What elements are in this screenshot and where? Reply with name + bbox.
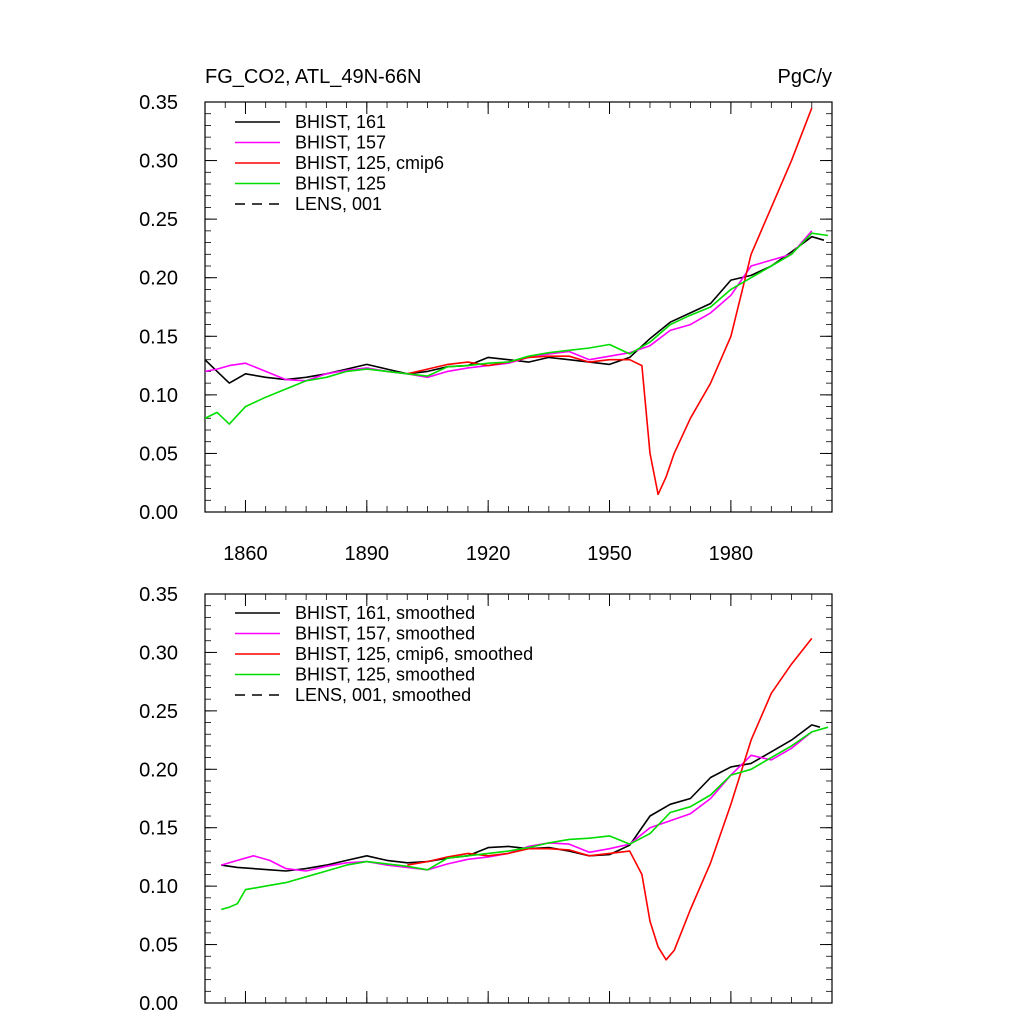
x-tick-label: 1890 [345,543,390,565]
y-tick-label: 0.30 [139,151,178,173]
y-tick-label: 0.25 [139,209,178,231]
y-tick-label: 0.15 [139,326,178,348]
y-tick-label: 0.35 [139,92,178,114]
x-tick-label: 1950 [587,543,632,565]
plot-frame [204,593,833,1004]
y-tick-label: 0.00 [139,502,178,524]
x-tick-label: 1860 [223,543,268,565]
series-line-3 [407,107,813,496]
x-tick-label: 1980 [709,543,754,565]
legend-label-2: BHIST, 157, smoothed [295,624,475,644]
legend-label-5: LENS, 001, smoothed [295,685,471,705]
plot-frame [204,101,833,513]
y-tick-label: 0.05 [139,935,178,957]
legend-label-3: BHIST, 125, cmip6, smoothed [295,644,533,664]
legend-label-4: BHIST, 125, smoothed [295,665,475,685]
legend-label-3: BHIST, 125, cmip6 [295,153,444,173]
legend-label-4: BHIST, 125 [295,174,386,194]
y-tick-label: 0.00 [139,993,178,1015]
chart-panel-1: 0.00 0.05 0.10 0.15 0.20 0.25 0.30 0.35 1860 1890… [139,66,833,565]
x-tick-label: 1920 [466,543,511,565]
y-tick-label: 0.35 [139,584,178,606]
y-tick-label: 0.30 [139,642,178,664]
y-tick-label: 0.20 [139,268,178,290]
chart-panel-2: 0.00 0.05 0.10 0.15 0.20 0.25 0.30 0.35 BHIST, 1… [139,584,833,1015]
y-tick-label: 0.25 [139,701,178,723]
series-line-4 [205,232,829,425]
chart-title: FG_CO2, ATL_49N-66N [205,66,421,88]
y-tick-label: 0.05 [139,443,178,465]
chart-units: PgC/y [778,66,832,88]
series-line-4 [220,726,829,911]
legend-label-5: LENS, 001 [295,194,382,214]
series-line-3 [407,637,813,961]
series-line-1 [221,724,821,872]
y-tick-label: 0.20 [139,759,178,781]
y-tick-label: 0.15 [139,818,178,840]
series-line-1 [205,235,825,384]
y-tick-label: 0.10 [139,385,178,407]
legend-label-1: BHIST, 161 [295,112,386,132]
legend-label-1: BHIST, 161, smoothed [295,603,475,623]
legend-label-2: BHIST, 157 [295,133,386,153]
y-tick-label: 0.10 [139,876,178,898]
